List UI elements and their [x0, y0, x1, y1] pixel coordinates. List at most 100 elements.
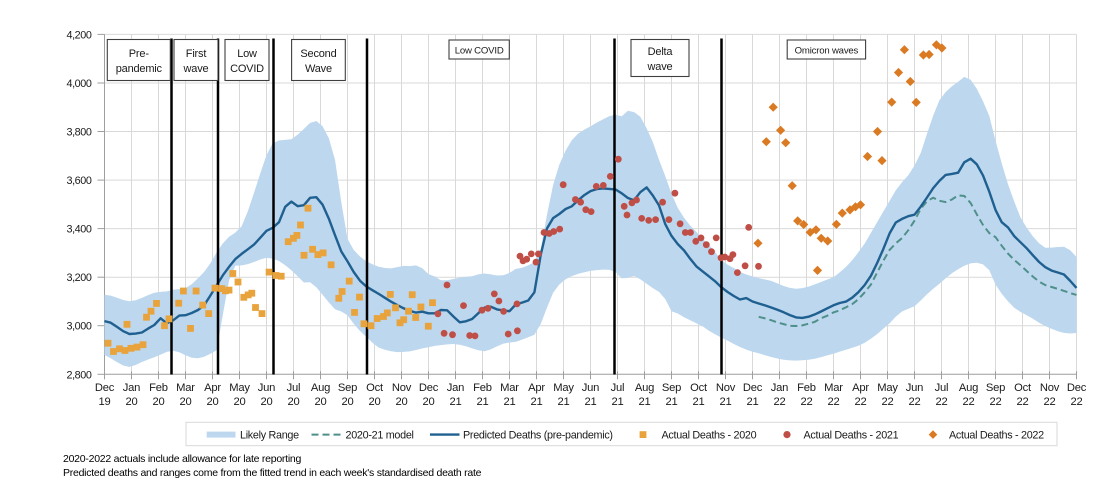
svg-text:22: 22: [962, 396, 974, 408]
svg-text:Jun: Jun: [582, 382, 599, 394]
svg-text:Dec: Dec: [1067, 382, 1087, 394]
svg-text:20: 20: [260, 396, 272, 408]
svg-text:Sep: Sep: [986, 382, 1005, 394]
svg-text:Oct: Oct: [366, 382, 384, 394]
svg-text:20: 20: [179, 396, 191, 408]
svg-text:21: 21: [719, 396, 731, 408]
svg-text:Nov: Nov: [1040, 382, 1060, 394]
svg-text:21: 21: [449, 396, 461, 408]
svg-text:2,800: 2,800: [66, 369, 91, 381]
svg-text:wave: wave: [647, 61, 673, 73]
svg-text:3,200: 3,200: [66, 272, 91, 284]
svg-text:3,800: 3,800: [66, 127, 91, 139]
svg-text:Apr: Apr: [852, 382, 869, 394]
svg-text:Mar: Mar: [500, 382, 519, 394]
svg-text:Jul: Jul: [611, 382, 625, 394]
svg-text:2020-21 model: 2020-21 model: [346, 430, 414, 442]
svg-text:20: 20: [395, 396, 407, 408]
svg-text:22: 22: [827, 396, 839, 408]
svg-text:Apr: Apr: [528, 382, 545, 394]
svg-text:Pre-: Pre-: [129, 48, 150, 60]
svg-text:Jan: Jan: [771, 382, 788, 394]
svg-text:Sep: Sep: [662, 382, 681, 394]
svg-text:Feb: Feb: [473, 382, 492, 394]
svg-text:20: 20: [368, 396, 380, 408]
svg-text:Likely Range: Likely Range: [240, 430, 299, 442]
svg-text:20: 20: [422, 396, 434, 408]
svg-text:21: 21: [611, 396, 623, 408]
svg-text:Jul: Jul: [287, 382, 301, 394]
svg-text:Actual Deaths - 2022: Actual Deaths - 2022: [949, 430, 1044, 442]
svg-text:20: 20: [287, 396, 299, 408]
svg-text:Jan: Jan: [447, 382, 464, 394]
svg-text:Dec: Dec: [95, 382, 115, 394]
svg-text:Delta: Delta: [648, 46, 674, 58]
svg-text:Jun: Jun: [906, 382, 923, 394]
svg-text:22: 22: [854, 396, 866, 408]
svg-text:22: 22: [989, 396, 1001, 408]
svg-text:22: 22: [1070, 396, 1082, 408]
svg-text:Low: Low: [237, 48, 257, 60]
svg-text:20: 20: [152, 396, 164, 408]
svg-text:Aug: Aug: [959, 382, 978, 394]
svg-text:3,600: 3,600: [66, 175, 91, 187]
svg-text:20: 20: [125, 396, 137, 408]
svg-text:Jun: Jun: [258, 382, 275, 394]
svg-text:Low COVID: Low COVID: [455, 45, 504, 56]
svg-text:20: 20: [314, 396, 326, 408]
svg-text:wave: wave: [183, 63, 209, 75]
svg-text:3,000: 3,000: [66, 321, 91, 333]
svg-text:3,400: 3,400: [66, 224, 91, 236]
svg-text:Jul: Jul: [935, 382, 949, 394]
svg-text:21: 21: [692, 396, 704, 408]
svg-text:22: 22: [935, 396, 947, 408]
svg-text:20: 20: [233, 396, 245, 408]
svg-text:Nov: Nov: [392, 382, 412, 394]
svg-text:First: First: [186, 48, 207, 60]
svg-text:Sep: Sep: [338, 382, 357, 394]
svg-text:22: 22: [908, 396, 920, 408]
svg-text:Actual Deaths - 2021: Actual Deaths - 2021: [804, 430, 899, 442]
svg-text:4,200: 4,200: [66, 29, 91, 41]
svg-text:Feb: Feb: [797, 382, 816, 394]
svg-text:Mar: Mar: [176, 382, 195, 394]
svg-text:May: May: [229, 382, 250, 394]
svg-text:22: 22: [800, 396, 812, 408]
svg-text:Dec: Dec: [419, 382, 439, 394]
svg-text:20: 20: [341, 396, 353, 408]
svg-text:Predicted deaths and ranges co: Predicted deaths and ranges come from th…: [63, 467, 482, 479]
svg-text:21: 21: [746, 396, 758, 408]
svg-text:2020-2022 actuals include allo: 2020-2022 actuals include allowance for …: [63, 453, 301, 465]
svg-text:21: 21: [557, 396, 569, 408]
svg-text:May: May: [553, 382, 574, 394]
svg-text:Mar: Mar: [824, 382, 843, 394]
svg-text:21: 21: [530, 396, 542, 408]
svg-text:Wave: Wave: [305, 63, 332, 75]
svg-text:21: 21: [665, 396, 677, 408]
svg-text:21: 21: [584, 396, 596, 408]
svg-text:May: May: [877, 382, 898, 394]
svg-text:Feb: Feb: [149, 382, 168, 394]
svg-text:4,000: 4,000: [66, 78, 91, 90]
svg-text:21: 21: [476, 396, 488, 408]
svg-text:22: 22: [773, 396, 785, 408]
svg-text:Aug: Aug: [311, 382, 330, 394]
svg-text:22: 22: [881, 396, 893, 408]
svg-text:Oct: Oct: [690, 382, 708, 394]
svg-text:Apr: Apr: [204, 382, 221, 394]
svg-text:Nov: Nov: [716, 382, 736, 394]
svg-text:COVID: COVID: [230, 63, 264, 75]
svg-text:Actual Deaths - 2020: Actual Deaths - 2020: [662, 430, 757, 442]
svg-text:Predicted Deaths (pre-pandemic: Predicted Deaths (pre-pandemic): [463, 430, 613, 442]
svg-text:22: 22: [1016, 396, 1028, 408]
svg-text:19: 19: [98, 396, 110, 408]
svg-text:22: 22: [1043, 396, 1055, 408]
svg-text:pandemic: pandemic: [116, 63, 163, 75]
svg-text:21: 21: [638, 396, 650, 408]
svg-text:Second: Second: [300, 48, 336, 60]
svg-text:Dec: Dec: [743, 382, 763, 394]
svg-text:Oct: Oct: [1014, 382, 1032, 394]
svg-text:Omicron waves: Omicron waves: [795, 45, 859, 56]
svg-text:Jan: Jan: [123, 382, 140, 394]
svg-text:20: 20: [206, 396, 218, 408]
